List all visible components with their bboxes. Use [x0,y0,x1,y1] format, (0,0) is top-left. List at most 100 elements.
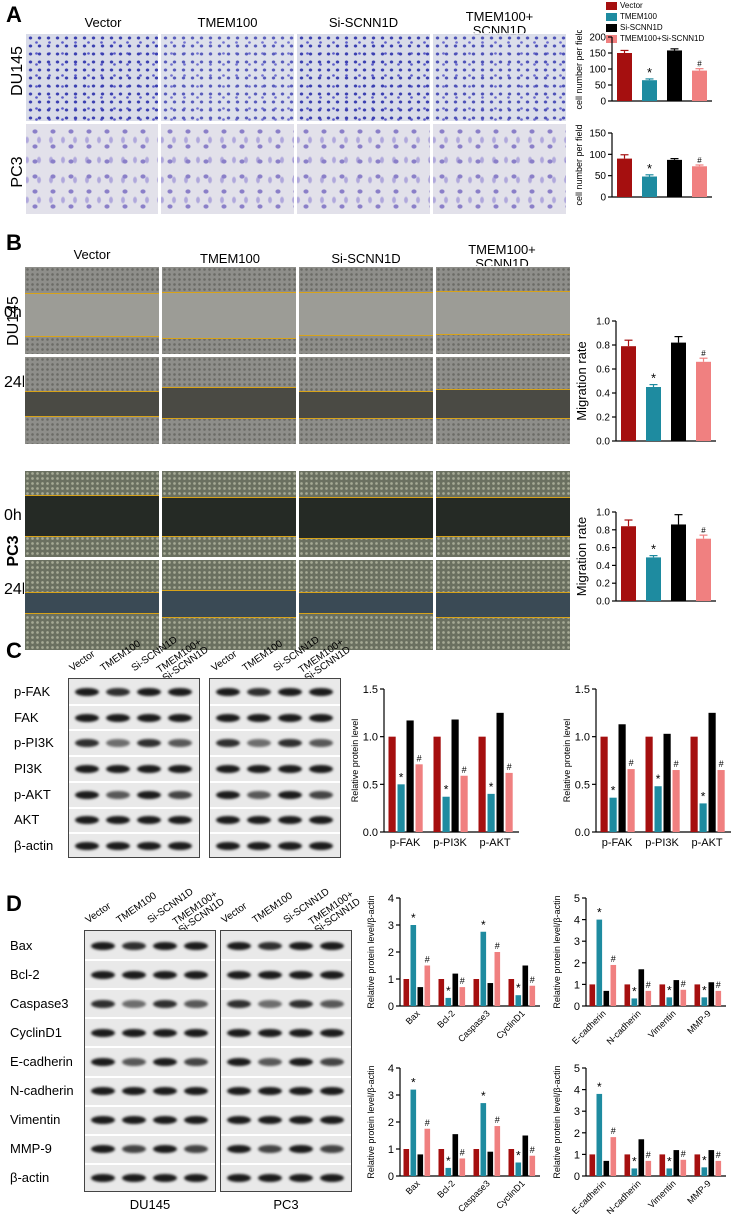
blot-band [278,765,302,773]
blot-row-label: Caspase3 [10,995,69,1011]
blot-band [320,1174,344,1183]
blot-band [309,816,333,825]
blot-band [168,816,192,825]
bar-2 [642,80,657,101]
x-tick-label: p-AKT [479,837,510,849]
blot-band [75,816,99,825]
wound-image-pc3-0h-vector [24,470,160,558]
y-tick-label: 50 [595,81,607,92]
significance-mark: # [530,1145,535,1155]
bar-p-akt-1 [478,736,486,832]
significance-mark: # [646,1150,651,1160]
blot-band [247,765,271,773]
blot-band [289,1145,313,1154]
x-tick-label: Bcl-2 [435,1178,457,1200]
blot-row-divider [85,1162,215,1165]
blot-band [91,999,115,1008]
y-axis-label: Relative protein level/β-actin [552,895,562,1008]
blot-band [227,1116,251,1125]
blot-band [168,713,192,722]
blot-band [137,765,161,773]
bar-n-cadherin-1 [624,1154,631,1176]
y-tick-label: 4 [388,893,394,905]
x-tick-label: Bax [404,1178,422,1196]
western-blot-c-pc3 [209,678,341,858]
significance-mark: * [446,1154,451,1168]
blot-row-divider [85,988,215,991]
cond-label-vector-b: Vector [73,247,111,262]
blot-band [289,1116,313,1125]
y-tick-label: 4 [388,1063,394,1075]
significance-mark: # [460,976,465,986]
bar-bax-1 [403,1149,410,1176]
blot-band [106,687,130,696]
time-label-pc3-0h: 0h [4,507,22,524]
bar-cyclind1-3 [522,965,529,1006]
y-tick-label: 3 [388,920,394,932]
significance-mark: * [701,789,706,803]
blot-row-divider [210,806,340,809]
y-tick-label: 0 [388,1001,394,1013]
blot-band [122,1174,146,1183]
bar-mmp-9-2 [701,997,708,1006]
bar-p-fak-3 [406,720,414,832]
bar-n-cadherin-3 [638,969,645,1006]
significance-mark: # [697,156,702,165]
blot-band [91,1174,115,1183]
significance-mark: * [399,770,404,784]
y-tick-label: 100 [589,150,606,161]
bar-mmp-9-4 [715,990,722,1006]
bar-e-cadherin-1 [589,984,596,1006]
blot-band [216,816,240,825]
legend-swatch [606,23,617,32]
blot-band [320,1087,344,1096]
blot-band [247,790,271,799]
blot-row-label: Bcl-2 [10,966,40,982]
wound-image-pc3-0h-combo [435,470,571,558]
significance-mark: # [719,759,724,769]
blot-band [184,970,208,979]
bar-bax-2 [410,925,417,1006]
blot-row-divider [69,755,199,758]
significance-mark: # [611,1126,616,1136]
blot-row-label: Bax [10,937,33,953]
y-tick-label: 150 [589,49,606,60]
bar-mmp-9-1 [694,984,701,1006]
legend-swatch [606,12,617,21]
blot-row-divider [221,1162,351,1165]
y-tick-label: 0.8 [596,525,610,536]
bar-bcl-2-3 [452,1134,459,1176]
significance-mark: * [651,371,656,386]
y-tick-label: 1 [574,1149,580,1161]
y-tick-label: 50 [595,171,607,182]
blot-band [320,1116,344,1125]
blot-row-label: p-PI3K [14,735,54,751]
bar-p-pi3k-2 [654,786,662,832]
chart-b-pc3: 0.0 0.2 0.4 0.6 0.8 1.0 * # Migration rate [574,508,716,608]
blot-band [75,687,99,696]
bar-e-cadherin-2 [596,919,603,1006]
cell-label-du145-b: DU145 [5,296,22,346]
blot-band [122,970,146,979]
bar-3 [671,524,686,601]
wound-image-du145-0h-tmem100 [161,266,297,355]
y-tick-label: 5 [574,893,580,905]
chart-b-du145: 0.0 0.2 0.4 0.6 0.8 1.0 * # Migration rate [574,317,716,448]
bar-vimentin-4 [680,1159,687,1176]
blot-band [227,1145,251,1154]
blot-band [91,941,115,950]
blot-band [137,687,161,696]
blot-band [289,999,313,1008]
legend-item-tmem100: TMEM100 [606,11,704,22]
x-tick-label: MMP-9 [685,1008,713,1036]
significance-mark: # [495,1115,500,1125]
bar-caspase3-2 [480,931,487,1006]
bar-bax-4 [424,1128,431,1176]
significance-mark: * [411,1076,416,1090]
bar-bax-3 [417,987,424,1006]
bar-p-fak-4 [627,769,635,832]
legend-swatch [606,1,617,10]
blot-band [137,816,161,825]
blot-band [216,687,240,696]
blot-band [91,1028,115,1037]
